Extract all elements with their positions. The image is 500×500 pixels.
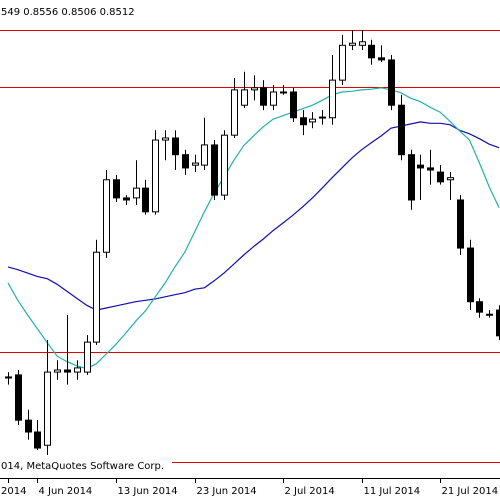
ohlc-header: 549 0.8556 0.8506 0.8512: [1, 7, 135, 18]
candle-body: [329, 79, 336, 119]
candle-body: [408, 154, 415, 201]
x-tick-label: 13 Jun 2014: [118, 486, 178, 497]
candle-body: [349, 42, 356, 46]
x-tick-label: 21 Jul 2014: [442, 486, 499, 497]
candle-body: [74, 367, 81, 373]
candle-body: [64, 369, 71, 373]
candle-body: [319, 116, 326, 119]
candle-body: [378, 57, 385, 61]
candle-body: [339, 44, 346, 81]
candle-body: [172, 137, 179, 156]
candle-body: [427, 167, 434, 171]
candle-body: [44, 371, 51, 446]
candle-body: [15, 374, 22, 421]
candle-body: [152, 139, 159, 213]
candle-body: [457, 199, 464, 249]
candle-body: [133, 187, 140, 199]
candle-body: [447, 177, 454, 181]
candle-body: [260, 87, 267, 106]
candle-body: [162, 137, 169, 141]
footer-bg: [0, 458, 172, 473]
candle-body: [192, 162, 199, 166]
candle-body: [221, 134, 228, 196]
candle-body: [496, 309, 500, 337]
candle-body: [25, 419, 32, 433]
candle-body: [300, 117, 307, 126]
x-tick-label: 23 Jun 2014: [197, 486, 257, 497]
candle-body: [142, 187, 149, 213]
candle-body: [417, 164, 424, 169]
plot-area: [0, 29, 500, 463]
candle-body: [388, 59, 395, 106]
candle-body: [123, 197, 130, 201]
candle-body: [437, 171, 444, 183]
candle-body: [182, 154, 189, 169]
candle-body: [486, 313, 493, 316]
x-tick-label: 11 Jul 2014: [364, 486, 421, 497]
candle-body: [359, 41, 366, 46]
candle-body: [113, 179, 120, 199]
candle-body: [476, 301, 483, 313]
candle-body: [368, 44, 375, 59]
candle-body: [54, 369, 61, 373]
header-bg: [0, 4, 140, 19]
candle-body: [309, 118, 316, 123]
candle-body: [34, 431, 41, 449]
candle-body: [103, 179, 110, 253]
candle-body: [84, 341, 91, 373]
candle-body: [5, 376, 12, 379]
candle-body: [251, 87, 258, 91]
copyright: 014, MetaQuotes Software Corp.: [1, 461, 164, 472]
candle-body: [467, 247, 474, 303]
candle-body: [398, 104, 405, 156]
moving-average: [7, 121, 500, 311]
candle-body: [241, 89, 248, 106]
candle-body: [231, 89, 238, 136]
x-tick-label: 2 Jul 2014: [285, 486, 335, 497]
x-tick-label: 2014: [1, 486, 26, 497]
candle-body: [270, 91, 277, 106]
candle-body: [201, 144, 208, 166]
candle-body: [211, 144, 218, 196]
x-tick-label: 4 Jun 2014: [39, 486, 93, 497]
candle-body: [280, 91, 287, 94]
candle-body: [290, 91, 297, 119]
candle-body: [93, 251, 100, 343]
